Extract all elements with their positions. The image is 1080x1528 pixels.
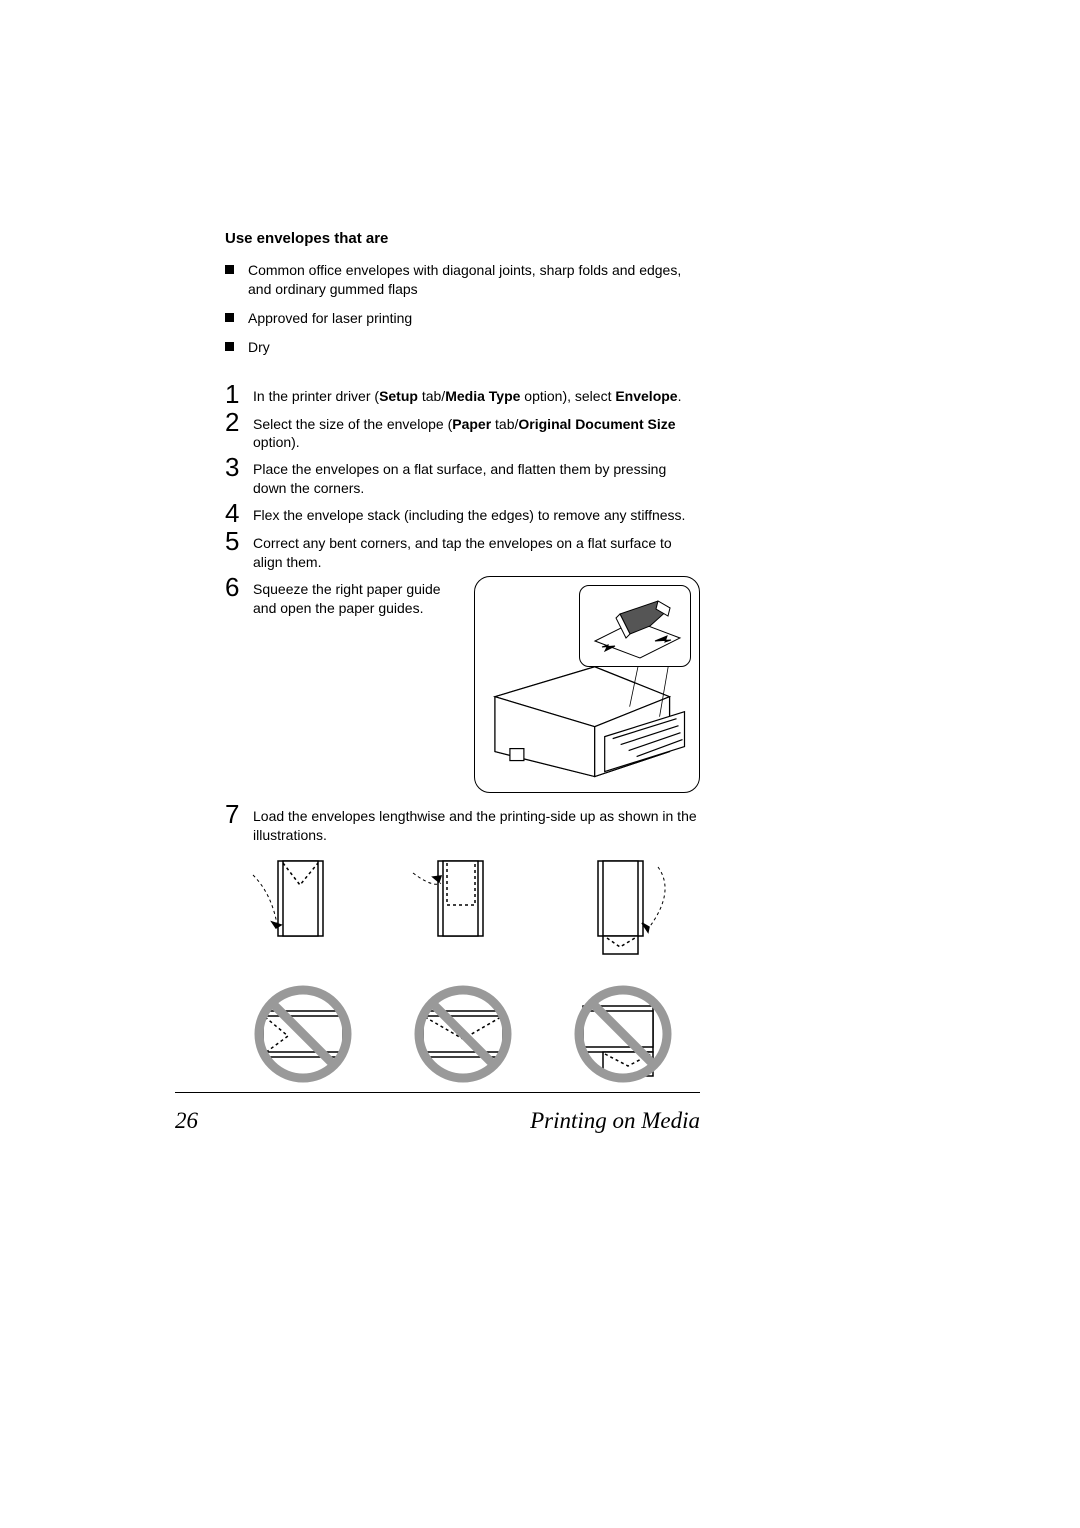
section-heading: Use envelopes that are [225,230,700,247]
envelope-diagram-1 [243,855,363,961]
incorrect-orientation-row [225,981,700,1087]
printer-detail-inset [579,585,691,667]
step-3: 3 Place the envelopes on a flat surface,… [225,456,700,498]
square-bullet-icon [225,342,234,351]
step-number: 3 [225,454,247,480]
bullet-text: Approved for laser printing [248,309,412,328]
bullet-text: Common office envelopes with diagonal jo… [248,261,700,299]
step-2: 2 Select the size of the envelope (Paper… [225,411,700,453]
square-bullet-icon [225,313,234,322]
step-text: In the printer driver (Setup tab/Media T… [253,383,681,406]
paper-guide-icon [580,586,690,666]
step-number: 1 [225,381,247,407]
bullet-item: Common office envelopes with diagonal jo… [225,261,700,299]
envelope-icon [243,855,363,961]
envelope-diagram-wrong-3 [563,981,683,1087]
footer-title: Printing on Media [530,1108,700,1134]
step-text: Load the envelopes lengthwise and the pr… [253,803,700,845]
bullet-list: Common office envelopes with diagonal jo… [225,261,700,357]
correct-orientation-row [225,855,700,961]
envelope-icon [403,855,523,961]
square-bullet-icon [225,265,234,274]
bullet-text: Dry [248,338,270,357]
envelope-diagram-3 [563,855,683,961]
step-text: Flex the envelope stack (including the e… [253,502,685,525]
content-area: Use envelopes that are Common office env… [225,230,700,1107]
step-text: Correct any bent corners, and tap the en… [253,530,700,572]
step-7: 7 Load the envelopes lengthwise and the … [225,803,700,845]
step-1: 1 In the printer driver (Setup tab/Media… [225,383,700,407]
step-number: 6 [225,574,247,600]
step-4: 4 Flex the envelope stack (including the… [225,502,700,526]
footer-rule [175,1092,700,1093]
printer-illustration [474,576,700,793]
step-number: 4 [225,500,247,526]
envelope-diagram-2 [403,855,523,961]
bullet-item: Approved for laser printing [225,309,700,328]
prohibit-icon [243,981,363,1087]
envelope-illustrations [225,855,700,1087]
step-text: Place the envelopes on a flat surface, a… [253,456,700,498]
prohibit-icon [403,981,523,1087]
step-number: 2 [225,409,247,435]
step-5: 5 Correct any bent corners, and tap the … [225,530,700,572]
envelope-icon [563,855,683,961]
envelope-diagram-wrong-2 [403,981,523,1087]
step-6: 6 Squeeze the right paper guide and open… [225,576,700,793]
envelope-diagram-wrong-1 [243,981,363,1087]
page-number: 26 [175,1108,198,1134]
step-number: 7 [225,801,247,827]
step-text: Select the size of the envelope (Paper t… [253,411,700,453]
manual-page: Use envelopes that are Common office env… [0,0,1080,1528]
numbered-steps: 1 In the printer driver (Setup tab/Media… [225,383,700,845]
step-number: 5 [225,528,247,554]
bullet-item: Dry [225,338,700,357]
step-text: Squeeze the right paper guide and open t… [253,576,458,618]
prohibit-icon [563,981,683,1087]
